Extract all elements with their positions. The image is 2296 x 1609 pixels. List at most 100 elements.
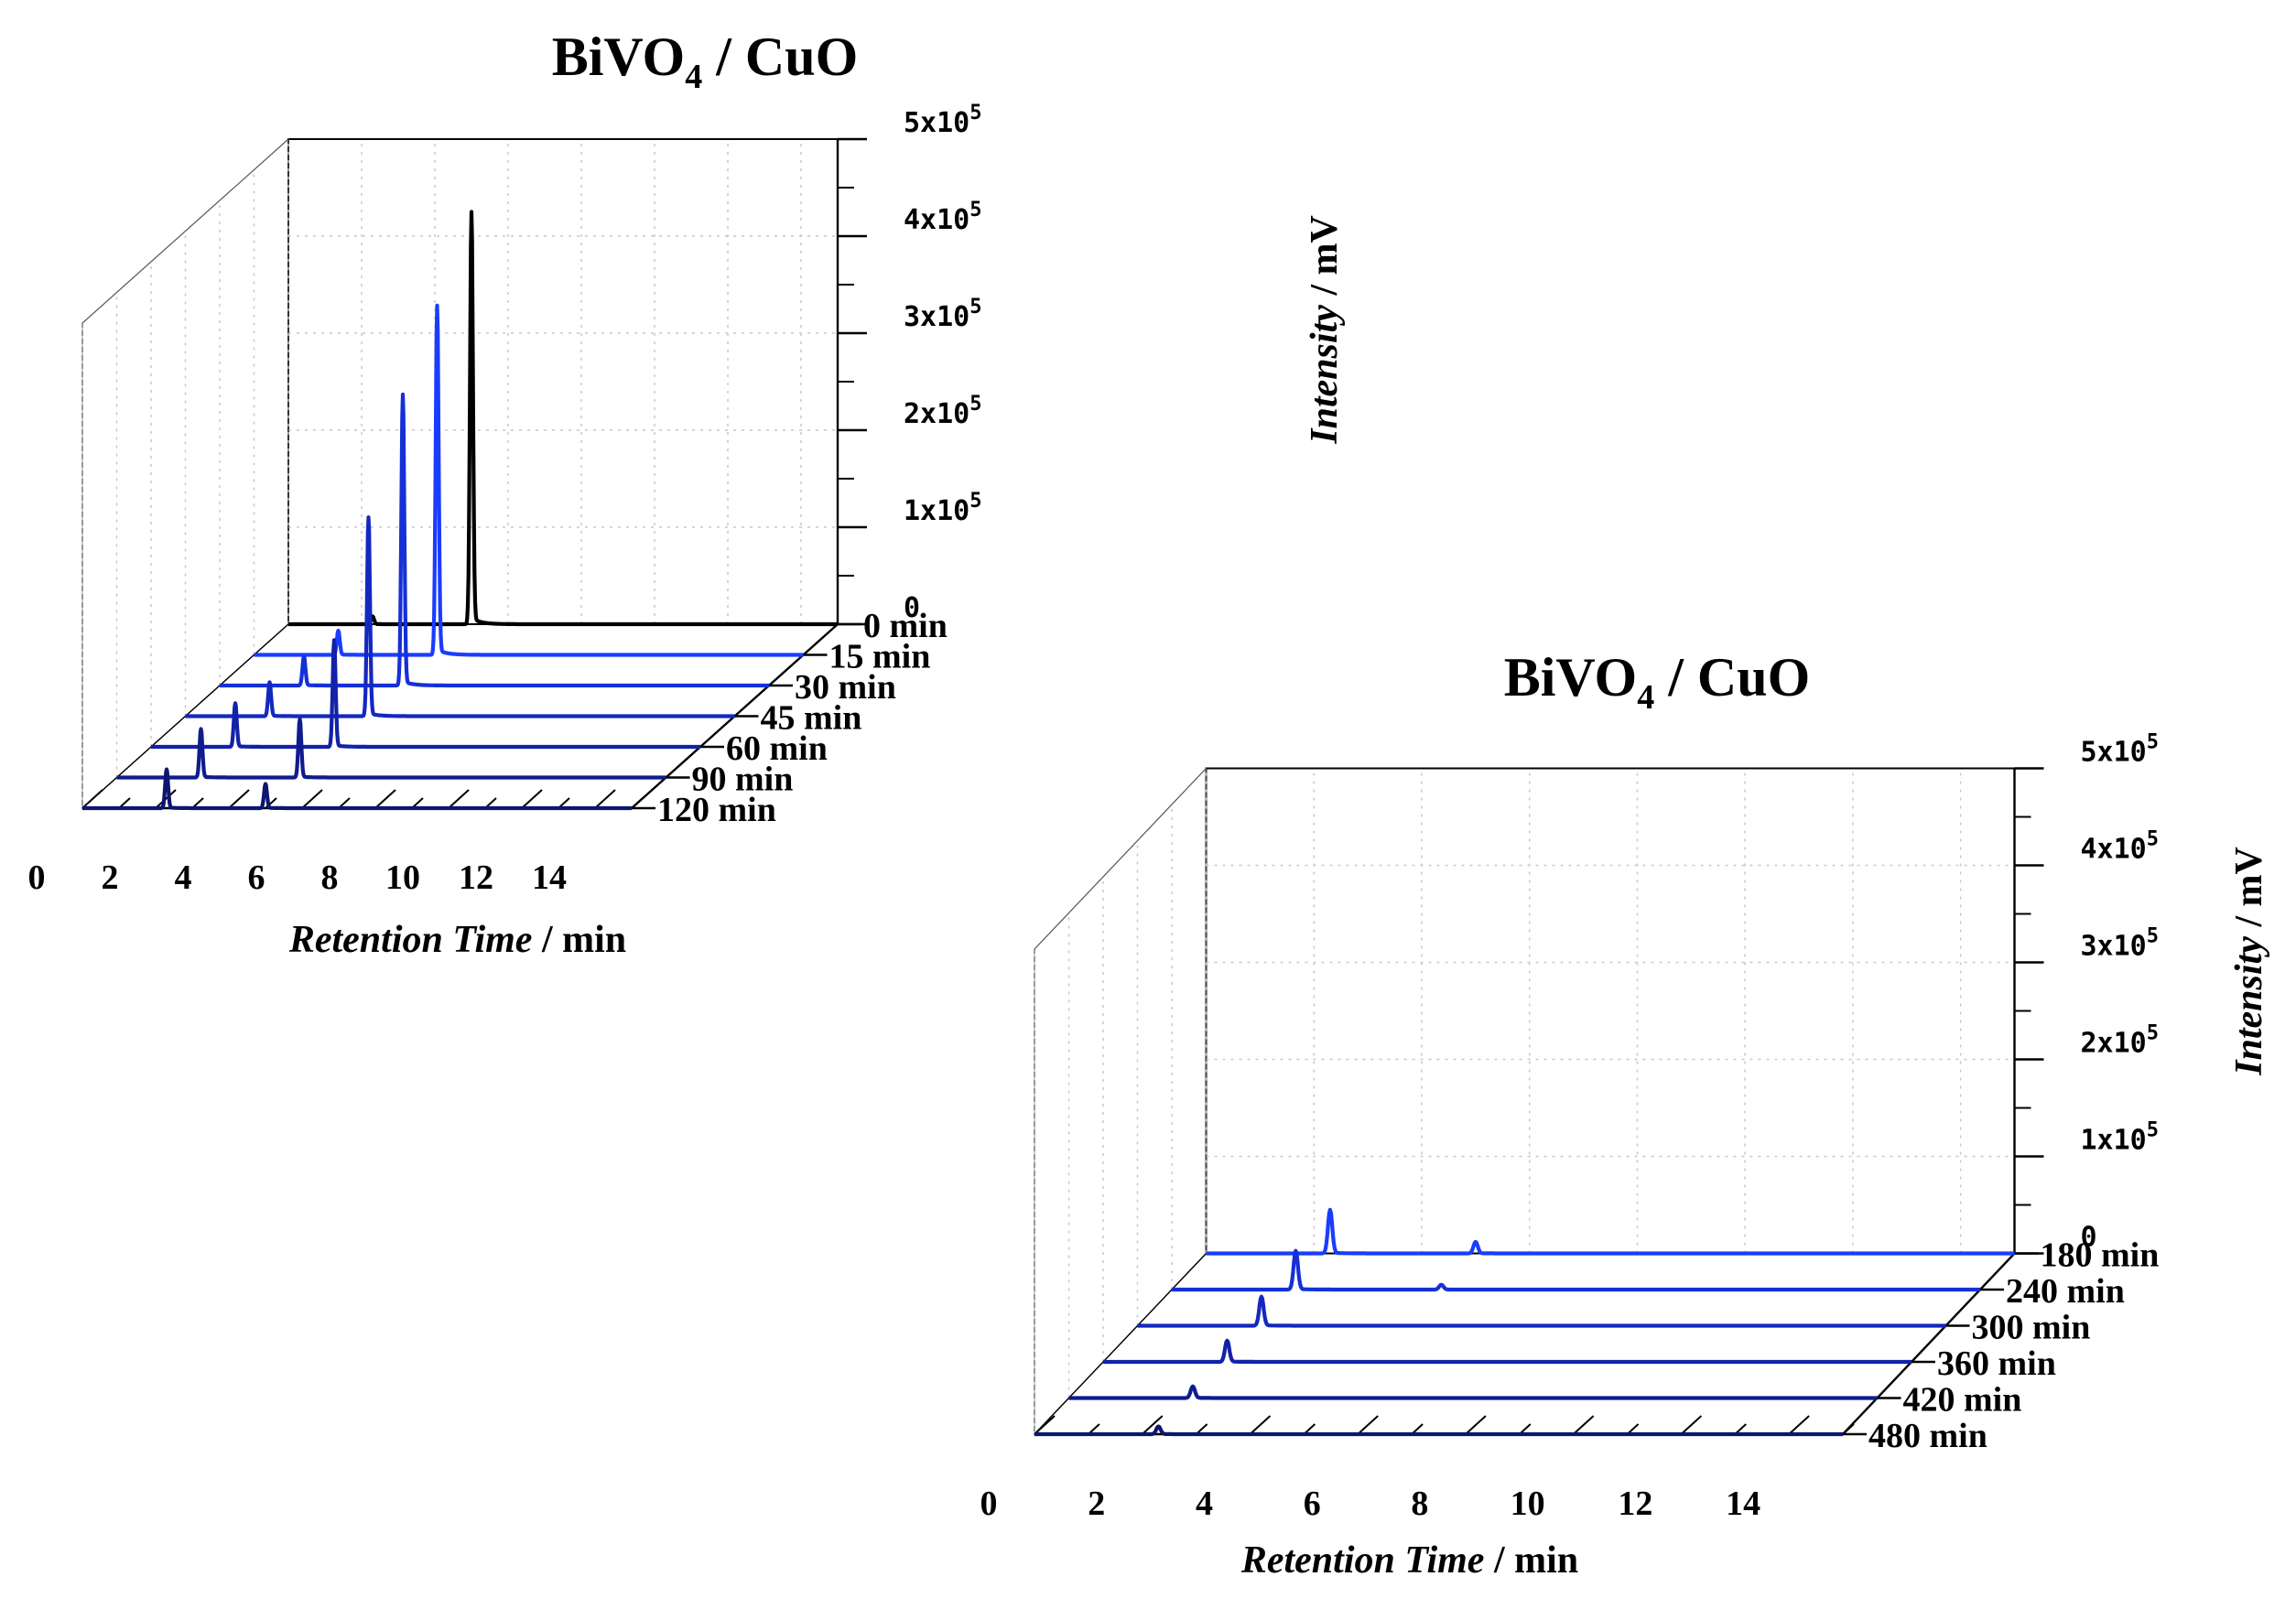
series-label: 30 min — [795, 668, 896, 707]
x-tick-label: 12 — [459, 858, 493, 897]
series-label: 420 min — [1903, 1381, 2022, 1420]
depth-axis-line — [1842, 1252, 2016, 1435]
chart-title: BiVO4 / CuO — [1504, 647, 1811, 717]
series-label: 240 min — [2006, 1272, 2125, 1311]
x-axis-label-quantity: Retention Time — [288, 919, 533, 961]
series-line — [115, 717, 667, 780]
x-major-tick — [301, 789, 323, 809]
x-minor-tick — [631, 797, 644, 809]
y-tick-label: 3x105 — [2081, 925, 2160, 963]
x-tick-label: 10 — [1511, 1485, 1545, 1523]
y-tick-exponent: 5 — [2147, 731, 2159, 754]
y-tick-exponent: 5 — [2147, 1022, 2159, 1045]
y-tick-label: 0 — [904, 592, 920, 624]
x-axis-label: Retention Time / min — [288, 919, 626, 961]
series-line — [218, 392, 771, 688]
y-tick-label: 5x105 — [2081, 731, 2160, 769]
x-axis-label-unit: / min — [532, 919, 626, 961]
series-label: 180 min — [2041, 1236, 2160, 1275]
chart-title-suffix: / CuO — [702, 27, 858, 87]
series-line — [81, 767, 634, 811]
x-major-tick — [521, 789, 543, 809]
y-tick-mantissa: 2x10 — [2081, 1028, 2147, 1060]
series-label: 360 min — [1937, 1344, 2056, 1383]
x-major-tick — [1249, 1415, 1272, 1435]
y-axis-label-quantity: Intensity — [2228, 936, 2270, 1076]
x-tick-label: 12 — [1618, 1485, 1652, 1523]
y-tick-exponent: 5 — [969, 102, 981, 124]
y-tick-exponent: 5 — [969, 296, 981, 319]
y-tick-label: 2x105 — [2081, 1022, 2160, 1060]
x-tick-label: 14 — [1726, 1485, 1760, 1523]
series-line — [253, 303, 805, 657]
y-tick-mantissa: 0 — [904, 592, 920, 624]
x-tick-label: 0 — [980, 1485, 998, 1523]
chart-title-main: BiVO — [1504, 647, 1638, 707]
series-label: 480 min — [1868, 1417, 1987, 1455]
y-tick-label: 1x105 — [2081, 1119, 2160, 1157]
x-tick-label: 8 — [1411, 1485, 1428, 1523]
x-minor-tick — [1842, 1423, 1855, 1435]
y-axis-label-unit: / mV — [1304, 215, 1346, 305]
series-line — [1101, 1338, 1913, 1365]
series-line — [1067, 1384, 1879, 1400]
x-major-tick — [81, 789, 103, 809]
x-tick-label: 14 — [532, 858, 567, 897]
y-tick-mantissa: 3x10 — [904, 301, 969, 333]
x-major-tick — [448, 789, 470, 809]
series-label: 60 min — [726, 729, 828, 768]
y-tick-label: 0 — [2081, 1222, 2097, 1254]
y-tick-mantissa: 4x10 — [904, 204, 969, 236]
x-tick-label: 4 — [1196, 1485, 1213, 1523]
y-tick-label: 5x105 — [904, 102, 982, 139]
side-wall — [1034, 766, 1208, 1436]
series-label: 45 min — [761, 699, 862, 738]
y-tick-label: 2x105 — [904, 393, 982, 430]
x-major-tick — [374, 789, 396, 809]
x-axis-label: Retention Time / min — [1240, 1539, 1578, 1582]
series-line — [287, 210, 839, 627]
x-tick-label: 6 — [1304, 1485, 1321, 1523]
y-tick-mantissa: 3x10 — [2081, 931, 2147, 963]
y-axis-label: Intensity / mV — [2228, 847, 2270, 1076]
y-tick-exponent: 5 — [969, 199, 981, 221]
y-tick-exponent: 5 — [2147, 925, 2159, 948]
y-tick-mantissa: 1x10 — [904, 495, 969, 527]
y-axis-label: Intensity / mV — [1304, 215, 1346, 445]
y-tick-exponent: 5 — [2147, 1119, 2159, 1142]
back-wall — [1205, 767, 2016, 1255]
x-tick-label: 2 — [1088, 1485, 1105, 1523]
x-major-tick — [1788, 1415, 1810, 1435]
chart-title-main: BiVO — [552, 27, 686, 87]
y-tick-exponent: 5 — [969, 393, 981, 416]
x-tick-label: 8 — [321, 858, 339, 897]
series-label: 15 min — [829, 638, 931, 676]
y-tick-mantissa: 5x10 — [904, 107, 969, 139]
x-axis-label-quantity: Retention Time — [1240, 1539, 1485, 1582]
y-tick-label: 1x105 — [904, 490, 982, 527]
x-major-tick — [228, 789, 250, 809]
chart-title-subscript: 4 — [1637, 678, 1654, 717]
y-tick-label: 4x105 — [2081, 828, 2160, 866]
chart-title-subscript: 4 — [685, 58, 702, 96]
x-tick-label: 2 — [102, 858, 119, 897]
series-line — [1205, 1207, 2016, 1256]
x-major-tick — [1357, 1415, 1379, 1435]
y-tick-exponent: 5 — [969, 490, 981, 513]
left-depth-edge — [1034, 1253, 1208, 1435]
series-label: 0 min — [863, 607, 948, 645]
series-line — [149, 638, 702, 750]
series-label: 90 min — [692, 761, 794, 799]
x-major-tick — [1572, 1415, 1595, 1435]
series-line — [1170, 1248, 1982, 1292]
y-tick-mantissa: 1x10 — [2081, 1125, 2147, 1157]
y-tick-exponent: 5 — [2147, 828, 2159, 851]
x-major-tick — [1034, 1415, 1056, 1435]
y-tick-mantissa: 0 — [2081, 1222, 2097, 1254]
series-line — [1033, 1424, 1845, 1437]
x-tick-label: 6 — [248, 858, 265, 897]
series-label: 120 min — [657, 791, 776, 829]
y-tick-mantissa: 4x10 — [2081, 834, 2147, 866]
